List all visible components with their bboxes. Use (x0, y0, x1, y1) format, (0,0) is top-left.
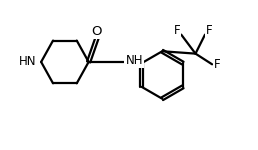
Text: HN: HN (19, 56, 37, 68)
Text: O: O (92, 25, 102, 38)
Text: NH: NH (125, 54, 143, 67)
Text: HN: HN (19, 56, 37, 68)
Text: F: F (214, 58, 221, 71)
Text: F: F (206, 24, 213, 37)
Text: F: F (174, 24, 180, 37)
